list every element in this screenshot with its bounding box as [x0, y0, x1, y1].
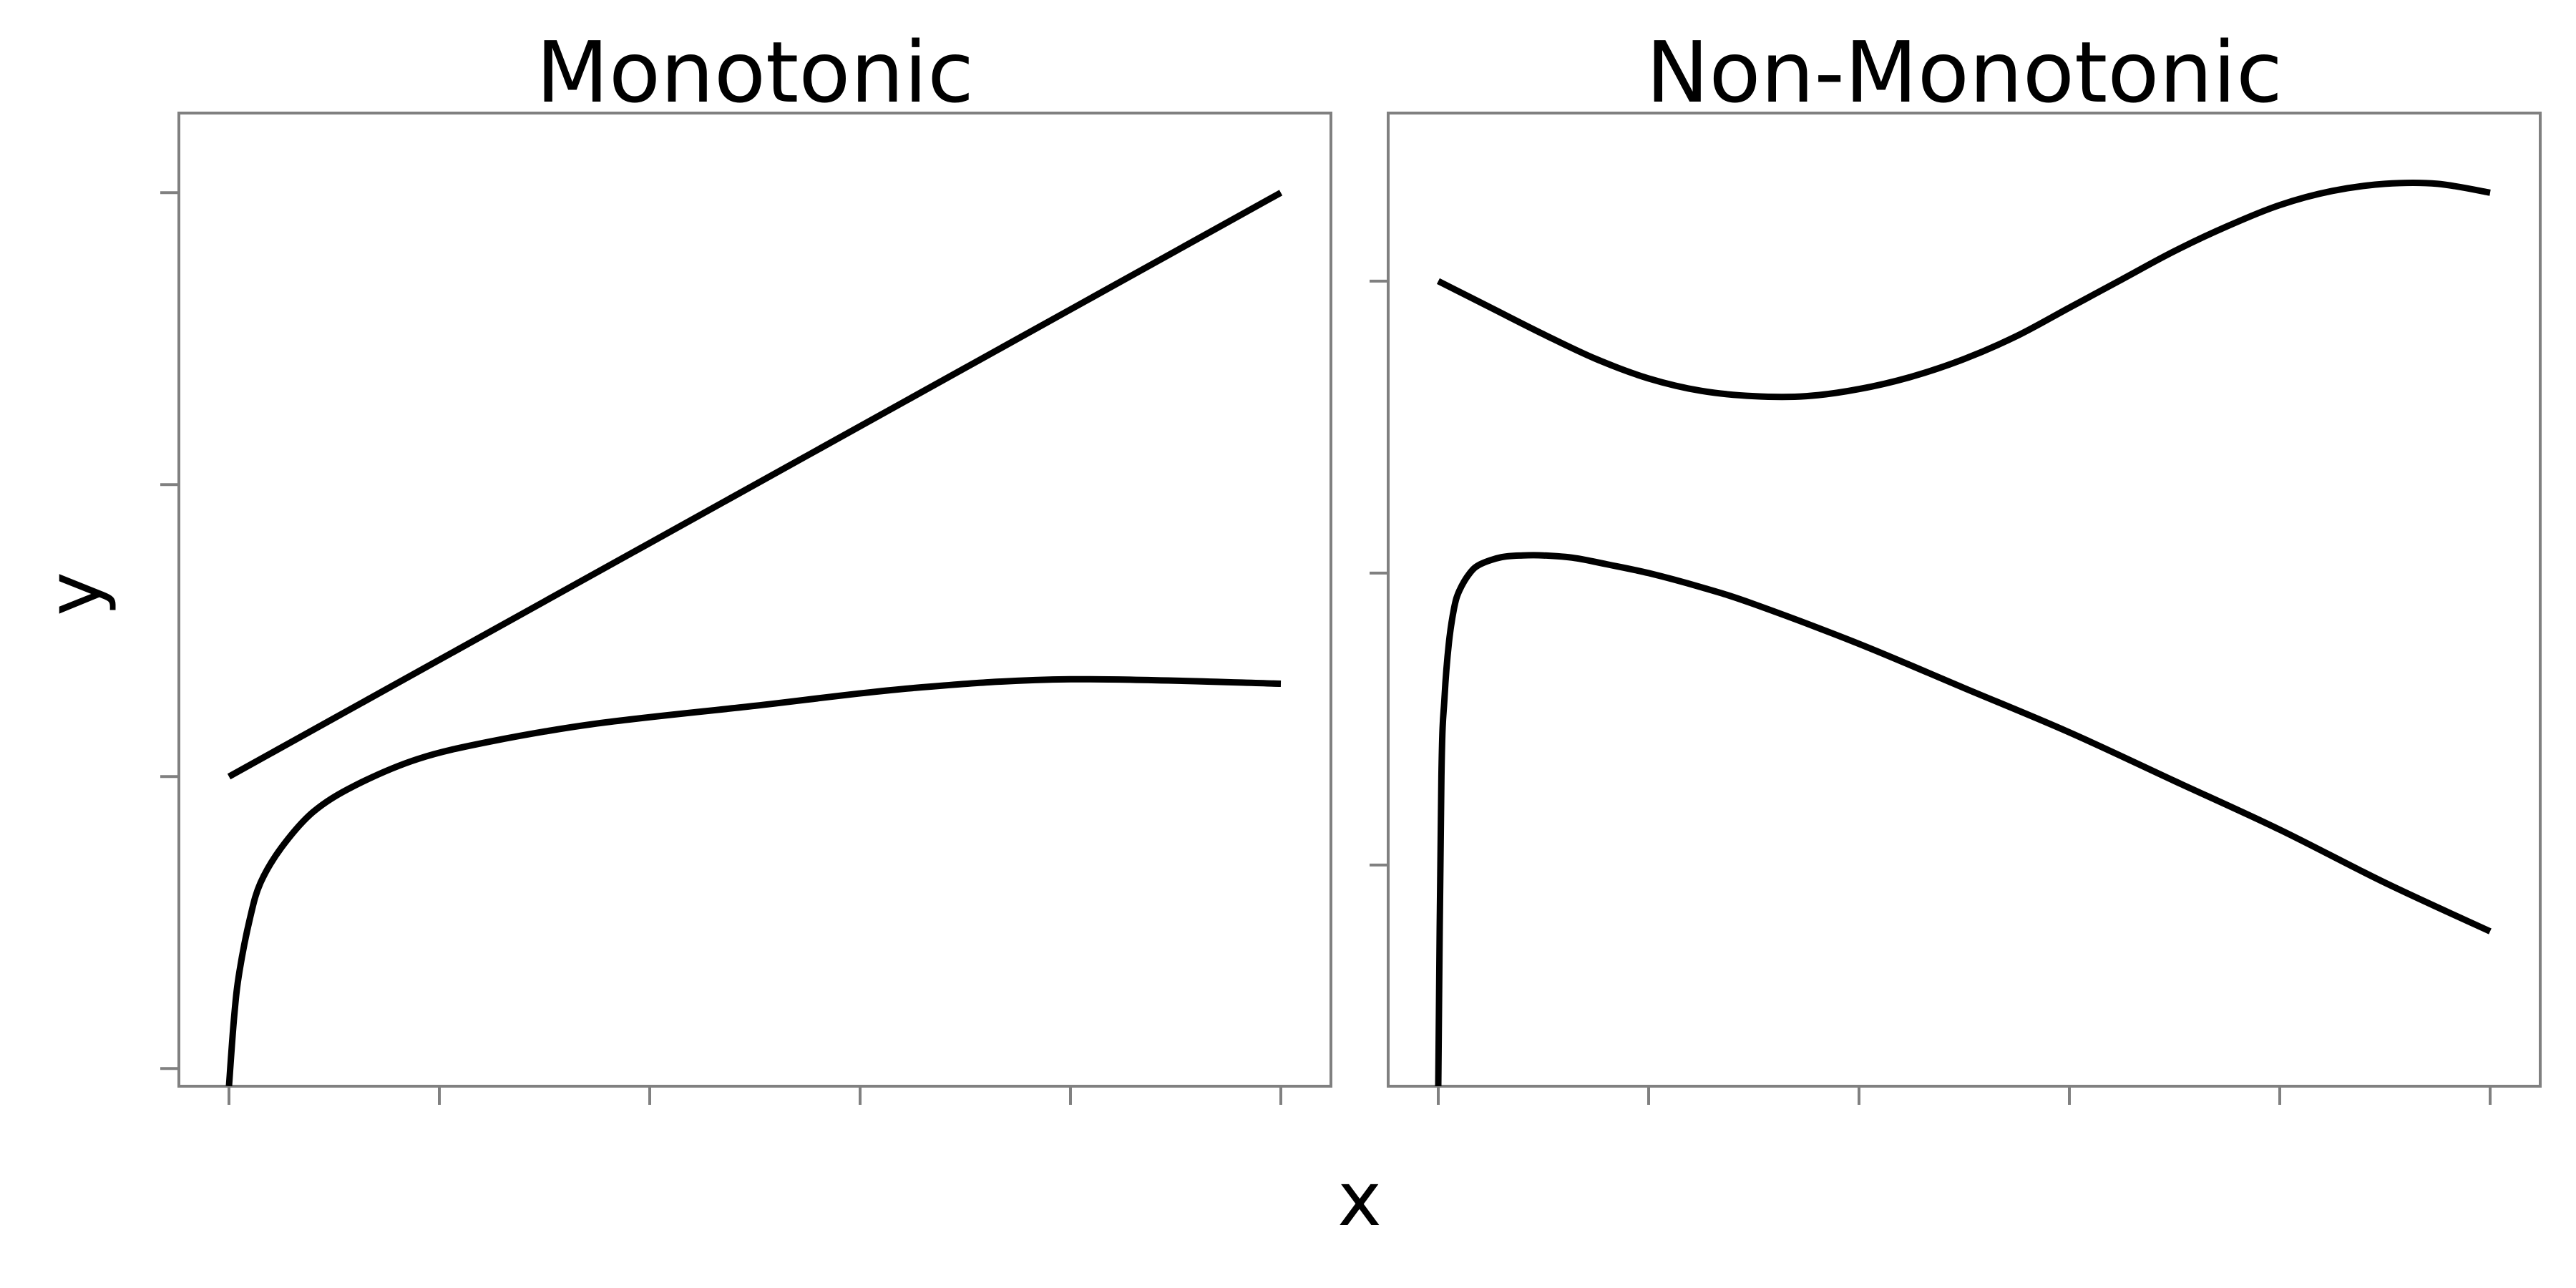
series-line-2 — [1435, 552, 2492, 1086]
y-axis-title: y — [31, 572, 118, 616]
panel-title: Non-Monotonic — [1646, 23, 2283, 122]
panel-2: Non-Monotonic — [1370, 23, 2542, 1105]
plot-frame — [1387, 112, 2542, 1088]
series-line-1 — [227, 190, 1283, 780]
plot-frame — [177, 112, 1332, 1088]
series-line-2 — [225, 675, 1282, 1086]
series-line-1 — [1436, 180, 2491, 401]
panel-title: Monotonic — [536, 23, 974, 122]
x-axis-title: x — [1337, 1156, 1382, 1243]
panel-1: Monotonic — [160, 23, 1332, 1105]
panels: Monotonic Non-Monotonic — [160, 23, 2542, 1105]
